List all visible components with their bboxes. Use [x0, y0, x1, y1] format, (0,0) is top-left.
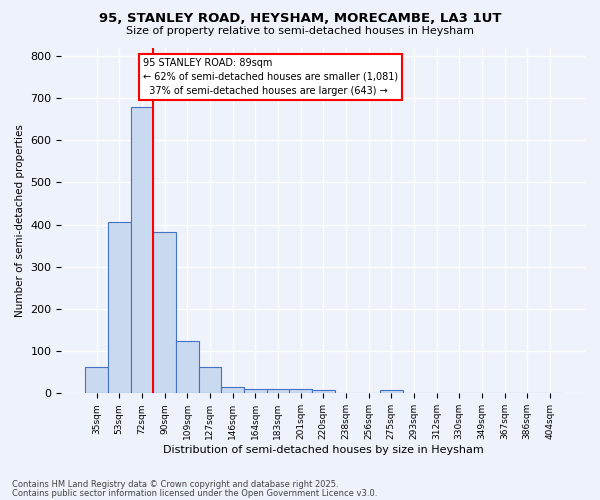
Bar — [221, 387, 244, 394]
Text: 95 STANLEY ROAD: 89sqm
← 62% of semi-detached houses are smaller (1,081)
  37% o: 95 STANLEY ROAD: 89sqm ← 62% of semi-det… — [143, 58, 398, 96]
Bar — [108, 222, 131, 394]
Text: Contains public sector information licensed under the Open Government Licence v3: Contains public sector information licen… — [12, 488, 377, 498]
Text: 95, STANLEY ROAD, HEYSHAM, MORECAMBE, LA3 1UT: 95, STANLEY ROAD, HEYSHAM, MORECAMBE, LA… — [99, 12, 501, 26]
Bar — [85, 367, 108, 394]
Bar — [289, 389, 312, 394]
Bar — [266, 388, 289, 394]
Bar — [176, 340, 199, 394]
Bar — [312, 390, 335, 394]
Bar — [380, 390, 403, 394]
Bar — [199, 367, 221, 394]
Bar — [244, 388, 266, 394]
Text: Contains HM Land Registry data © Crown copyright and database right 2025.: Contains HM Land Registry data © Crown c… — [12, 480, 338, 489]
Text: Size of property relative to semi-detached houses in Heysham: Size of property relative to semi-detach… — [126, 26, 474, 36]
X-axis label: Distribution of semi-detached houses by size in Heysham: Distribution of semi-detached houses by … — [163, 445, 484, 455]
Bar — [153, 232, 176, 394]
Y-axis label: Number of semi-detached properties: Number of semi-detached properties — [15, 124, 25, 317]
Bar — [131, 106, 153, 394]
